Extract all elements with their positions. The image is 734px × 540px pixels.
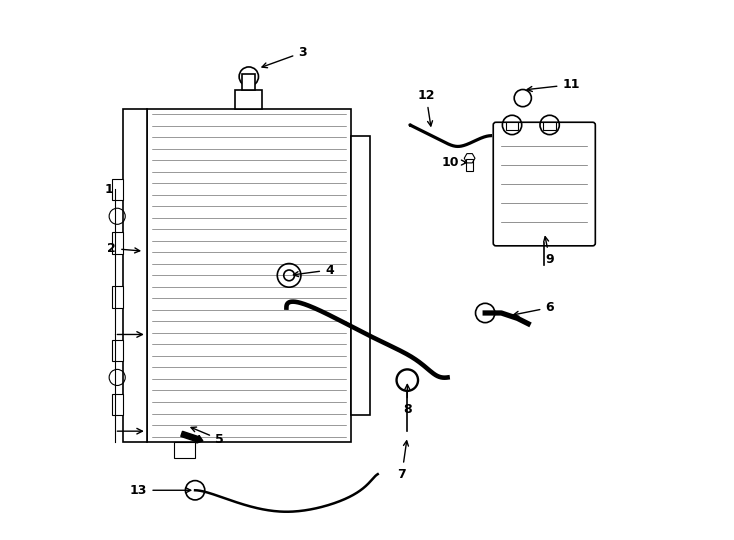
Text: 1: 1 [105,183,114,196]
Bar [174,442,195,458]
Bar [123,109,147,442]
Text: 8: 8 [403,384,412,416]
Text: 3: 3 [262,46,307,68]
Text: 9: 9 [544,237,554,266]
Bar [242,74,255,90]
Bar [351,136,370,415]
Bar [112,179,123,200]
Text: 12: 12 [418,89,435,126]
Bar [236,90,262,109]
Text: 11: 11 [527,78,580,91]
Text: 10: 10 [442,156,466,169]
Text: 13: 13 [130,484,191,497]
Bar [112,340,123,361]
Bar [147,109,351,442]
Text: 7: 7 [398,441,408,481]
Text: 2: 2 [107,242,139,255]
Bar [112,394,123,415]
Bar [112,232,123,254]
Bar [543,122,556,130]
Bar [112,286,123,308]
Bar [466,159,473,171]
FancyBboxPatch shape [493,122,595,246]
Bar [506,122,518,130]
Text: 6: 6 [514,301,554,316]
FancyArrow shape [181,431,203,443]
Text: 4: 4 [294,264,334,276]
Text: 5: 5 [191,427,224,446]
